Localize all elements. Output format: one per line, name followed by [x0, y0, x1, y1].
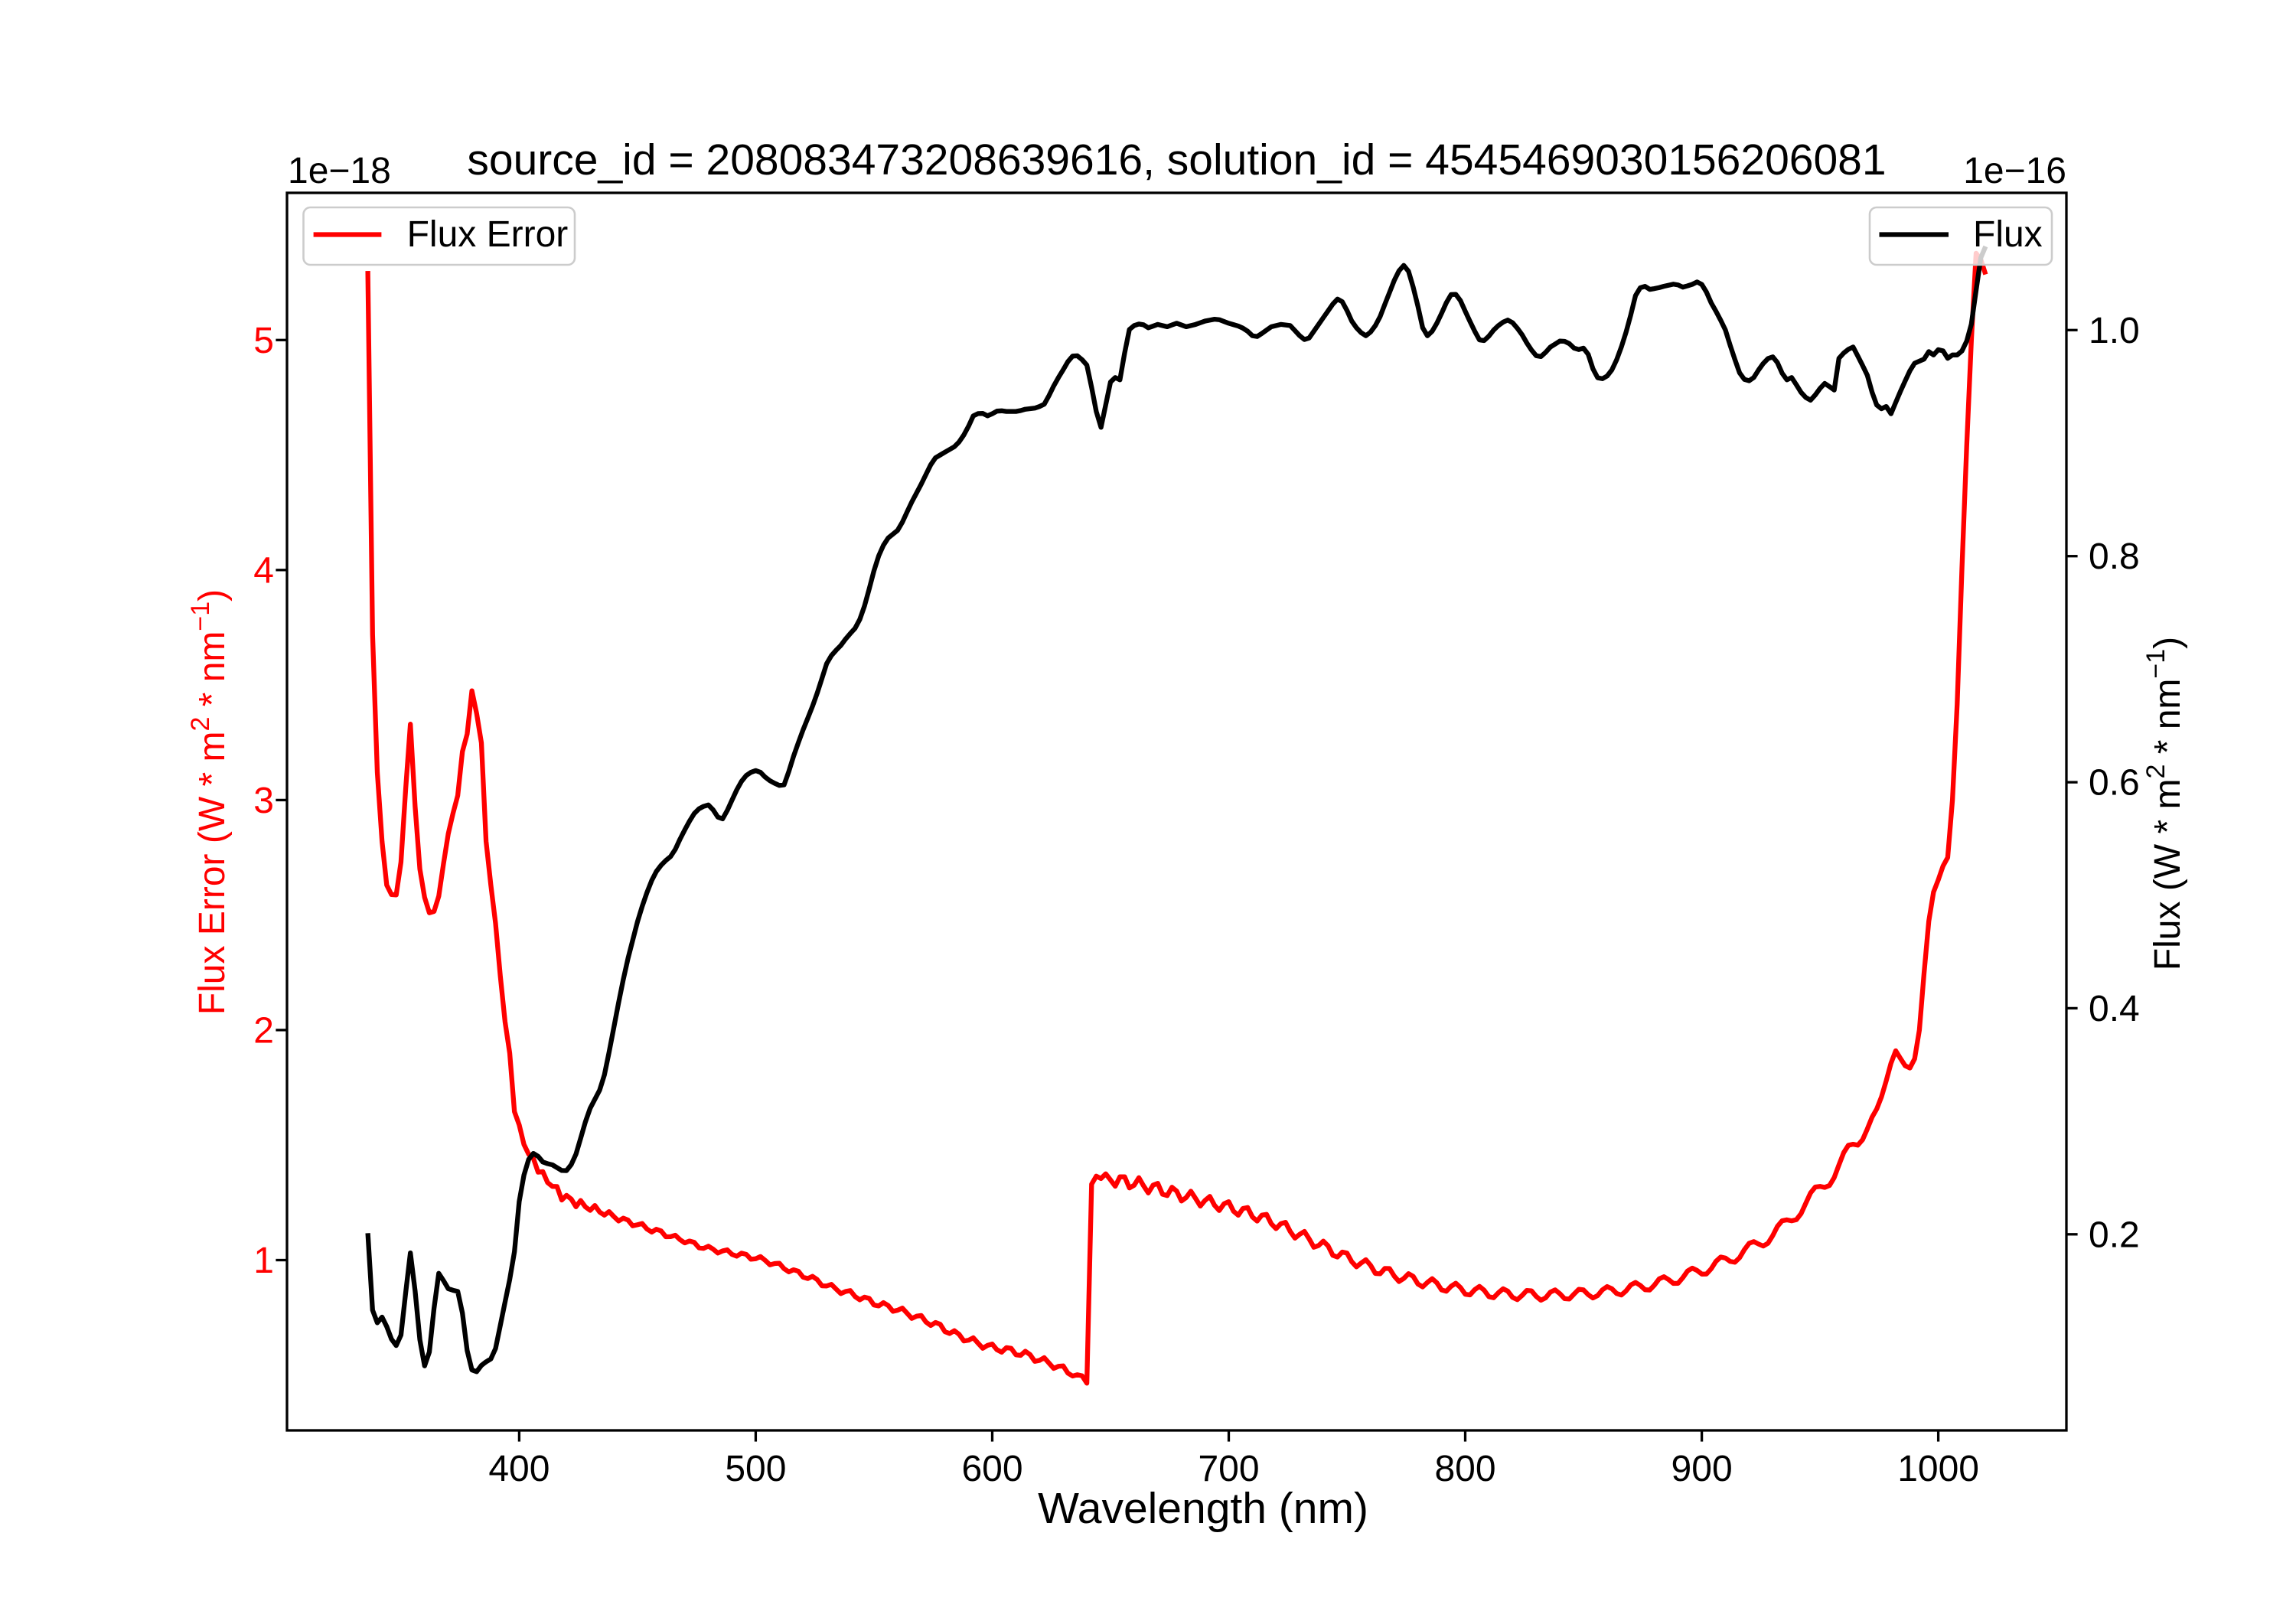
svg-text:Flux (W * m2 * nm−1): Flux (W * m2 * nm−1): [2141, 637, 2188, 970]
svg-text:Flux Error (W * m2 * nm−1): Flux Error (W * m2 * nm−1): [186, 589, 233, 1015]
svg-text:400: 400: [488, 1449, 550, 1489]
svg-text:800: 800: [1434, 1449, 1495, 1489]
svg-text:900: 900: [1671, 1449, 1733, 1489]
svg-text:Flux Error: Flux Error: [407, 214, 569, 255]
svg-text:4: 4: [253, 550, 274, 591]
svg-text:700: 700: [1198, 1449, 1259, 1489]
svg-text:0.6: 0.6: [2089, 763, 2140, 804]
svg-text:500: 500: [725, 1449, 786, 1489]
svg-text:1000: 1000: [1897, 1449, 1979, 1489]
svg-text:1e−18: 1e−18: [288, 151, 391, 191]
svg-text:1e−16: 1e−16: [1963, 151, 2066, 191]
svg-text:2: 2: [253, 1010, 274, 1051]
svg-text:source_id = 208083473208639616: source_id = 208083473208639616, solution…: [467, 135, 1886, 184]
svg-text:1.0: 1.0: [2089, 311, 2140, 351]
svg-text:5: 5: [253, 321, 274, 361]
svg-text:0.2: 0.2: [2089, 1215, 2140, 1255]
svg-text:Wavelength (nm): Wavelength (nm): [1038, 1484, 1368, 1533]
svg-text:1: 1: [253, 1241, 274, 1281]
svg-text:Flux: Flux: [1973, 214, 2043, 255]
svg-text:0.4: 0.4: [2089, 989, 2140, 1029]
svg-text:600: 600: [961, 1449, 1022, 1489]
svg-text:3: 3: [253, 781, 274, 821]
svg-text:0.8: 0.8: [2089, 536, 2140, 577]
